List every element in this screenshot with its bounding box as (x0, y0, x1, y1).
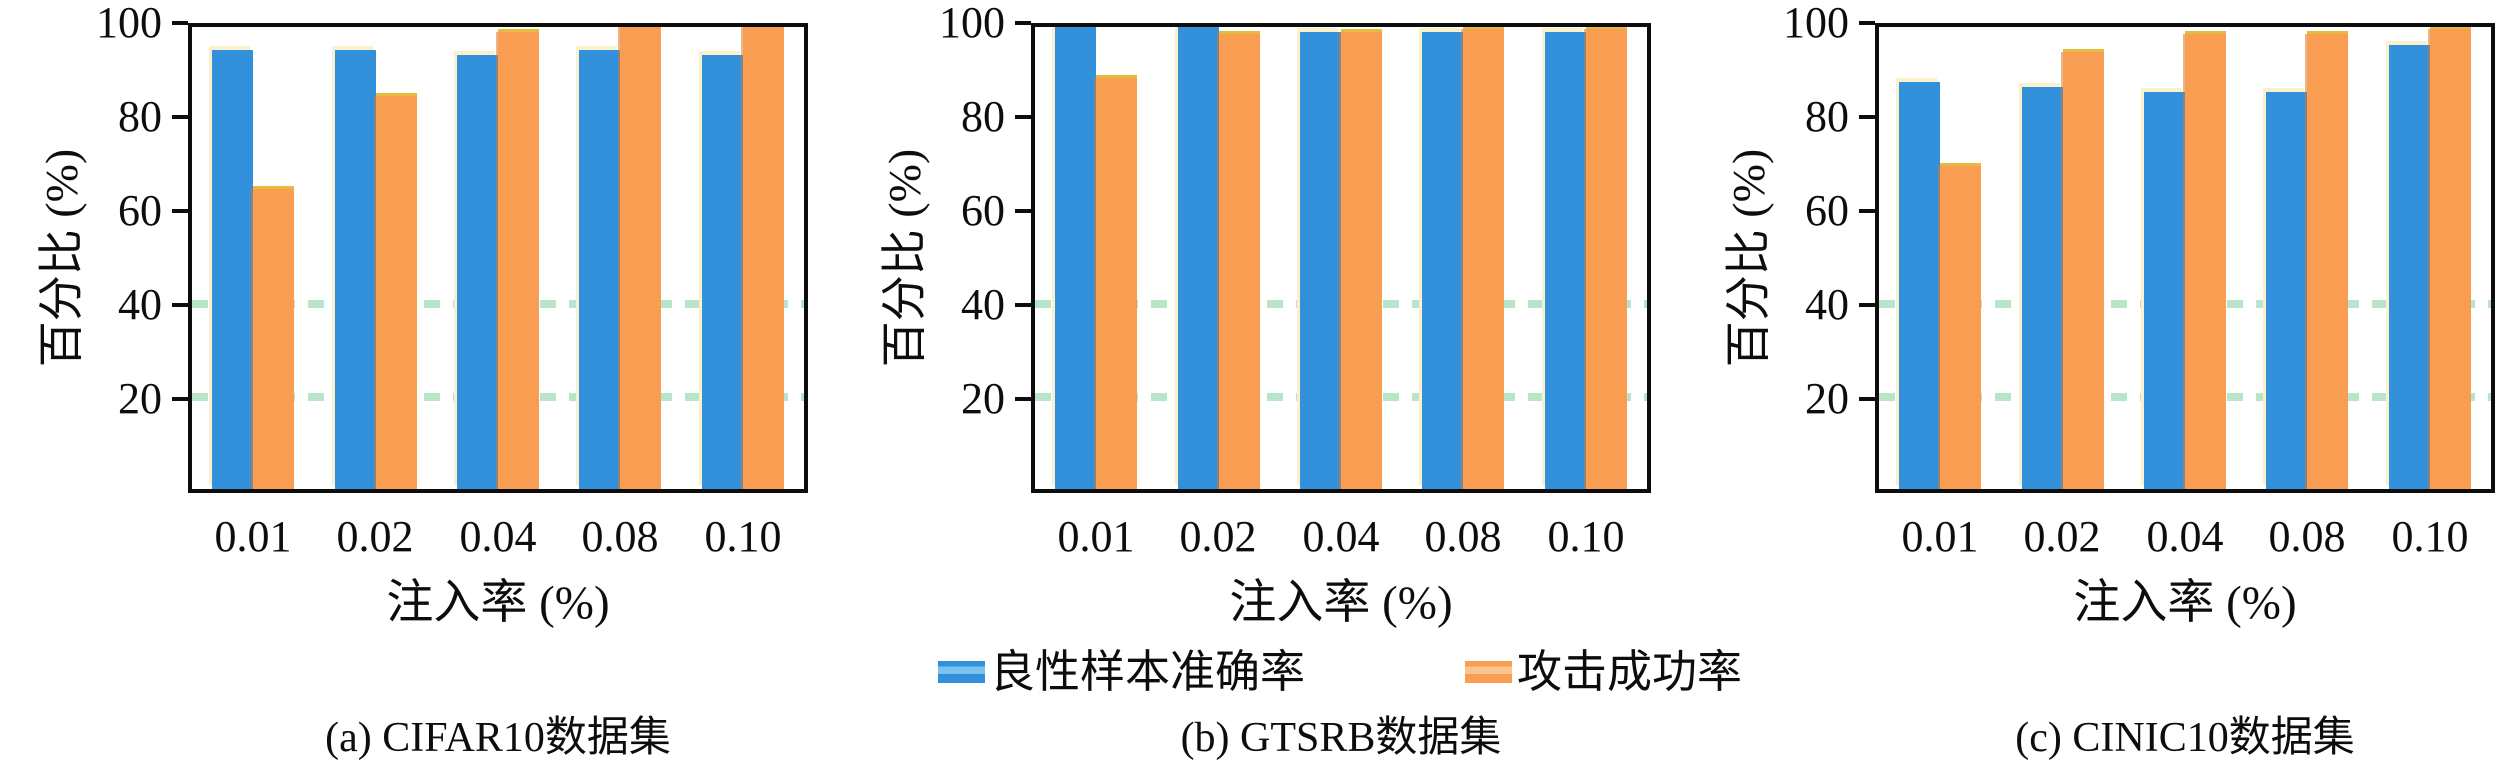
bar-benign-accuracy (1178, 27, 1219, 489)
bar-attack-success (376, 96, 417, 489)
panel-caption: (a) CIFAR10数据集 (325, 715, 671, 761)
y-tick-mark (1015, 209, 1031, 213)
y-tick-mark (1859, 397, 1875, 401)
x-tick-label: 0.08 (1424, 512, 1502, 561)
y-tick-label: 60 (118, 186, 162, 235)
legend-item-benign-accuracy: 良性样本准确率 (937, 644, 1305, 700)
y-tick-label: 80 (1805, 92, 1849, 141)
bar-attack-success (620, 27, 661, 489)
bar-benign-accuracy (2022, 87, 2063, 489)
y-tick-mark (1015, 397, 1031, 401)
y-tick-mark (1015, 115, 1031, 119)
bar-attack-success (1219, 34, 1260, 489)
bar-benign-accuracy (457, 55, 498, 489)
bar-benign-accuracy (1545, 32, 1586, 489)
x-tick-label: 0.02 (2023, 512, 2101, 561)
plot-area (188, 23, 808, 493)
x-axis-title: 注入率 (%) (386, 577, 610, 629)
x-axis-title: 注入率 (%) (1229, 577, 1453, 629)
chart-panel-cinic10: 百分比 (%) 注入率 (%) (c) CINIC10数据集 0.01 0.02 0… (1687, 0, 2520, 772)
panel-caption: (b) GTSRB数据集 (1180, 715, 1502, 761)
bar-benign-accuracy (579, 50, 620, 489)
x-tick-label: 0.08 (581, 512, 659, 561)
bar-attack-success (743, 27, 784, 489)
y-tick-label: 20 (118, 374, 162, 423)
plot-area (1031, 23, 1651, 493)
chart-panel-gtsrb: 百分比 (%) 注入率 (%) 良性样本准确率 攻击成功率 (b) GTSRB数… (843, 0, 1742, 772)
y-tick-label: 20 (961, 374, 1005, 423)
bar-benign-accuracy (2389, 45, 2430, 489)
y-tick-label: 80 (118, 92, 162, 141)
x-tick-label: 0.10 (1547, 512, 1625, 561)
y-tick-label: 20 (1805, 374, 1849, 423)
x-tick-label: 0.01 (1901, 512, 1979, 561)
bar-benign-accuracy (335, 50, 376, 489)
bar-attack-success (253, 189, 294, 489)
bar-benign-accuracy (2144, 92, 2185, 489)
y-tick-mark (1015, 303, 1031, 307)
x-tick-label: 0.01 (1057, 512, 1135, 561)
y-tick-mark (1015, 21, 1031, 25)
x-tick-label: 0.04 (459, 512, 537, 561)
x-tick-label: 0.10 (704, 512, 782, 561)
y-tick-mark (172, 303, 188, 307)
legend-item-attack-success: 攻击成功率 (1465, 644, 1742, 700)
x-tick-label: 0.02 (1179, 512, 1257, 561)
bar-attack-success (2307, 34, 2348, 489)
bar-attack-success (1586, 29, 1627, 489)
y-tick-mark (172, 21, 188, 25)
panel-caption: (c) CINIC10数据集 (2015, 715, 2355, 761)
y-tick-mark (1859, 115, 1875, 119)
bar-benign-accuracy (702, 55, 743, 489)
bar-attack-success (1096, 78, 1137, 489)
x-tick-label: 0.04 (1302, 512, 1380, 561)
attack-success-swatch-icon (1465, 661, 1512, 683)
y-tick-label: 100 (939, 0, 1005, 47)
bar-attack-success (2063, 52, 2104, 489)
chart-panel-cifar10: 百分比 (%) 注入率 (%) (a) CIFAR10数据集 0.01 0.02 0… (0, 0, 840, 772)
y-tick-mark (1859, 209, 1875, 213)
bar-benign-accuracy (1055, 27, 1096, 489)
legend-label: 良性样本准确率 (989, 647, 1305, 697)
y-tick-label: 60 (961, 186, 1005, 235)
y-tick-mark (1859, 21, 1875, 25)
x-tick-label: 0.01 (214, 512, 292, 561)
y-tick-mark (1859, 303, 1875, 307)
legend-label: 攻击成功率 (1517, 647, 1743, 697)
bar-attack-success (1463, 29, 1504, 489)
x-tick-label: 0.02 (336, 512, 414, 561)
bar-attack-success (2430, 29, 2471, 489)
bar-benign-accuracy (1422, 32, 1463, 489)
y-tick-label: 80 (961, 92, 1005, 141)
x-tick-label: 0.08 (2268, 512, 2346, 561)
x-tick-label: 0.10 (2391, 512, 2469, 561)
bar-attack-success (498, 32, 539, 489)
x-tick-label: 0.04 (2146, 512, 2224, 561)
plot-area (1875, 23, 2495, 493)
y-tick-label: 40 (118, 280, 162, 329)
y-tick-label: 40 (961, 280, 1005, 329)
benign-accuracy-swatch-icon (937, 661, 985, 683)
y-tick-label: 40 (1805, 280, 1849, 329)
y-tick-mark (172, 209, 188, 213)
bar-benign-accuracy (2266, 92, 2307, 489)
x-axis-title: 注入率 (%) (2073, 577, 2297, 629)
y-tick-mark (172, 115, 188, 119)
y-tick-label: 100 (96, 0, 162, 47)
bar-attack-success (2185, 34, 2226, 489)
bar-benign-accuracy (1899, 82, 1940, 489)
bar-attack-success (1341, 32, 1382, 489)
bar-benign-accuracy (212, 50, 253, 489)
bar-benign-accuracy (1300, 32, 1341, 489)
legend: 良性样本准确率 攻击成功率 (937, 644, 1742, 700)
y-tick-label: 100 (1783, 0, 1849, 47)
bar-attack-success (1940, 166, 1981, 489)
y-tick-mark (172, 397, 188, 401)
y-tick-label: 60 (1805, 186, 1849, 235)
